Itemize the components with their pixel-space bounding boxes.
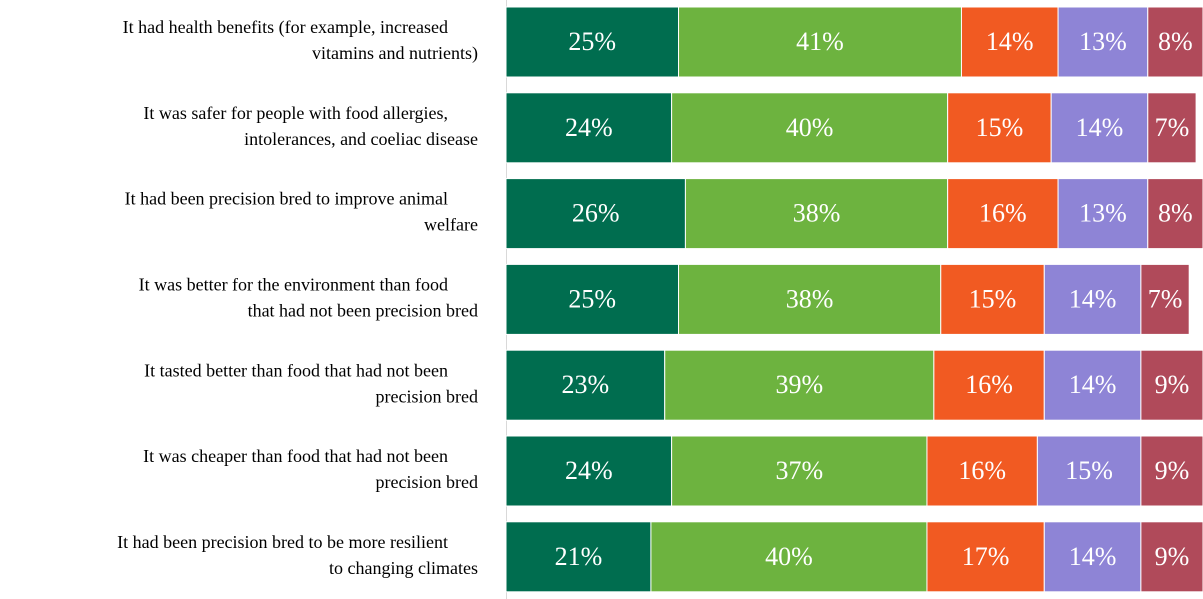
data-label: 37% bbox=[775, 456, 823, 485]
data-label: 16% bbox=[979, 199, 1027, 228]
data-label: 9% bbox=[1155, 542, 1190, 571]
data-label: 13% bbox=[1079, 27, 1127, 56]
data-label: 15% bbox=[969, 284, 1017, 313]
data-label: 40% bbox=[765, 542, 813, 571]
category-label: welfare bbox=[424, 215, 478, 235]
data-label: 40% bbox=[786, 113, 834, 142]
data-label: 38% bbox=[793, 199, 841, 228]
bar-segment bbox=[505, 521, 652, 593]
category-label: precision bred bbox=[376, 386, 478, 406]
bar-segment bbox=[505, 92, 673, 164]
data-label: 25% bbox=[568, 27, 616, 56]
data-label: 41% bbox=[796, 27, 844, 56]
category-label: It had been precision bred to be more re… bbox=[117, 532, 448, 552]
bar-segment bbox=[947, 92, 1052, 164]
bar-segment bbox=[1057, 178, 1149, 250]
category-label: It was better for the environment than f… bbox=[139, 275, 448, 295]
data-label: 14% bbox=[1069, 284, 1117, 313]
category-label: It had been precision bred to improve an… bbox=[125, 189, 448, 209]
data-label: 7% bbox=[1148, 284, 1183, 313]
data-label: 24% bbox=[565, 456, 613, 485]
data-label: 9% bbox=[1155, 456, 1190, 485]
bar-segment bbox=[926, 435, 1038, 507]
bar-segment bbox=[1147, 92, 1197, 164]
bar-segment bbox=[678, 263, 942, 335]
data-label: 24% bbox=[565, 113, 613, 142]
bar-segment bbox=[505, 263, 680, 335]
bar-segment bbox=[1140, 349, 1203, 421]
bar-segment bbox=[684, 178, 949, 250]
bar-segment bbox=[671, 435, 928, 507]
data-label: 14% bbox=[986, 27, 1034, 56]
category-label: to changing climates bbox=[329, 558, 478, 578]
bar-segment bbox=[505, 6, 680, 78]
data-label: 21% bbox=[555, 542, 603, 571]
data-label: 13% bbox=[1079, 199, 1127, 228]
bar-segment bbox=[926, 521, 1045, 593]
category-label: It was cheaper than food that had not be… bbox=[143, 446, 448, 466]
bar-segment bbox=[1140, 521, 1203, 593]
data-label: 8% bbox=[1158, 27, 1193, 56]
bar-segment bbox=[1036, 435, 1142, 507]
bar-segment bbox=[1140, 435, 1203, 507]
bar-segment bbox=[678, 6, 962, 78]
data-label: 39% bbox=[775, 370, 823, 399]
bar-segment bbox=[1043, 263, 1142, 335]
data-label: 8% bbox=[1158, 199, 1193, 228]
category-label: precision bred bbox=[376, 472, 478, 492]
data-label: 15% bbox=[976, 113, 1024, 142]
data-label: 25% bbox=[568, 284, 616, 313]
data-label: 16% bbox=[965, 370, 1013, 399]
data-label: 26% bbox=[572, 199, 620, 228]
bar-segment bbox=[505, 349, 666, 421]
bar-segment bbox=[1147, 178, 1203, 250]
category-label: intolerances, and coeliac disease bbox=[244, 129, 478, 149]
data-label: 9% bbox=[1155, 370, 1190, 399]
data-label: 16% bbox=[958, 456, 1006, 485]
bar-segment bbox=[940, 263, 1045, 335]
bar-segment bbox=[960, 6, 1059, 78]
bar-segment bbox=[933, 349, 1045, 421]
bar-segment bbox=[650, 521, 928, 593]
data-label: 7% bbox=[1155, 113, 1190, 142]
data-label: 38% bbox=[786, 284, 834, 313]
category-label: vitamins and nutrients) bbox=[312, 43, 478, 64]
data-label: 15% bbox=[1065, 456, 1113, 485]
bar-segment bbox=[1043, 349, 1142, 421]
category-label: that had not been precision bred bbox=[248, 301, 478, 321]
data-label: 14% bbox=[1069, 542, 1117, 571]
bar-segment bbox=[1140, 263, 1190, 335]
bar-segment bbox=[671, 92, 949, 164]
data-label: 14% bbox=[1069, 370, 1117, 399]
bar-segment bbox=[505, 178, 686, 250]
data-label: 23% bbox=[562, 370, 610, 399]
data-label: 17% bbox=[962, 542, 1010, 571]
bar-segment bbox=[1147, 6, 1203, 78]
data-label: 14% bbox=[1076, 113, 1124, 142]
category-label: It tasted better than food that had not … bbox=[144, 360, 448, 380]
category-label: It had health benefits (for example, inc… bbox=[123, 17, 448, 38]
category-label: It was safer for people with food allerg… bbox=[143, 103, 448, 123]
